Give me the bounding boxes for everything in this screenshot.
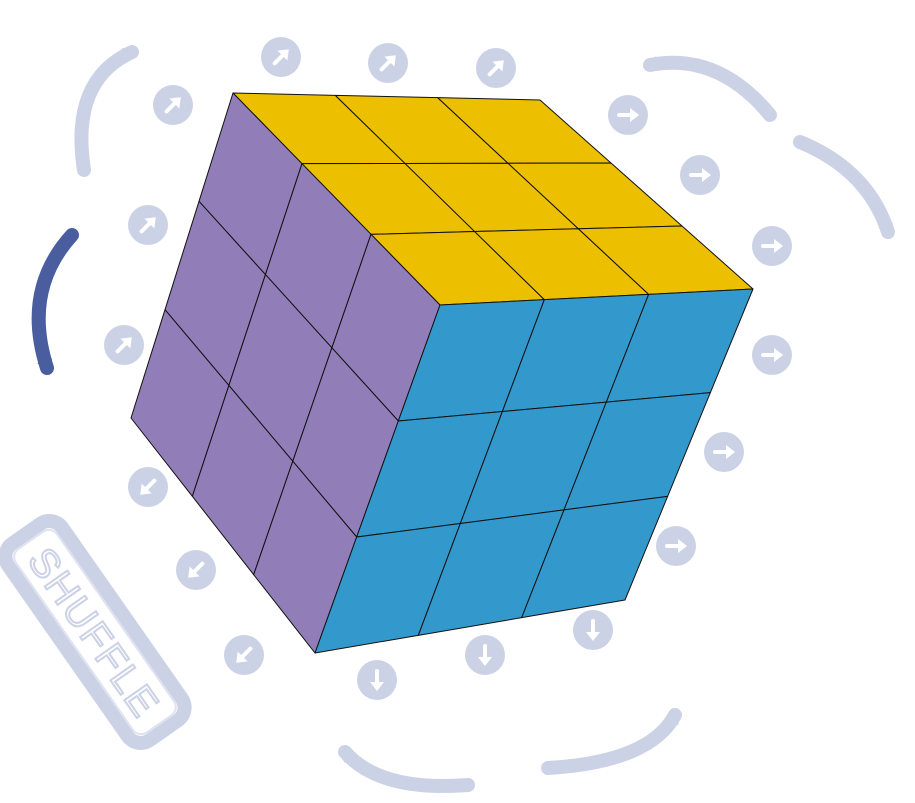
arrow-down-left-button[interactable] (176, 550, 216, 590)
arrow-down-icon (478, 644, 492, 666)
arrow-down-button[interactable] (573, 610, 613, 650)
arrow-right-icon (761, 348, 783, 362)
arrow-up-left-button[interactable] (368, 43, 408, 83)
arrow-up-left-icon (115, 337, 132, 354)
arrow-down-left-icon (236, 646, 253, 663)
arrow-up-left-button[interactable] (104, 325, 144, 365)
rotate-arrow-left-active[interactable] (31, 228, 79, 376)
face-left (130, 92, 441, 654)
arrow-up-left-button[interactable] (128, 205, 168, 245)
arrow-right-button[interactable] (608, 95, 648, 135)
rotate-arrow-top-left[interactable] (74, 45, 140, 177)
arrow-up-left-icon (139, 217, 156, 234)
rotate-arrow-right[interactable] (793, 135, 895, 240)
arrow-right-button[interactable] (704, 432, 744, 472)
arrow-up-left-icon (164, 97, 181, 114)
arrow-down-button[interactable] (465, 635, 505, 675)
arrow-down-button[interactable] (357, 660, 397, 700)
rotate-arrow-bottom-right[interactable] (541, 708, 682, 775)
arrow-right-icon (713, 445, 735, 459)
arrow-right-button[interactable] (656, 526, 696, 566)
shuffle-button[interactable]: SHUFFLE (0, 514, 192, 750)
rotate-arrow-bottom-left[interactable] (338, 745, 475, 794)
arrow-right-button[interactable] (752, 335, 792, 375)
arrow-down-icon (586, 619, 600, 641)
rubiks-cube[interactable] (130, 92, 754, 654)
arrow-up-left-icon (379, 55, 396, 72)
arrow-right-button[interactable] (680, 155, 720, 195)
arrow-down-icon (370, 669, 384, 691)
rotate-arrow-top-right[interactable] (642, 55, 777, 122)
arrow-up-left-button[interactable] (153, 85, 193, 125)
arrow-up-left-button[interactable] (476, 48, 516, 88)
face-top (232, 92, 754, 306)
sticker-right (521, 495, 669, 619)
arrow-up-left-icon (272, 49, 289, 66)
arrow-down-left-icon (140, 478, 157, 495)
arrow-up-left-icon (487, 60, 504, 77)
arrow-right-button[interactable] (752, 226, 792, 266)
arrow-right-icon (689, 168, 711, 182)
arrow-up-left-button[interactable] (261, 37, 301, 77)
arrow-down-left-icon (188, 561, 205, 578)
arrow-right-icon (761, 239, 783, 253)
arrow-down-left-button[interactable] (224, 635, 264, 675)
arrow-down-left-button[interactable] (128, 467, 168, 507)
arrow-right-icon (617, 108, 639, 122)
arrow-right-icon (665, 539, 687, 553)
face-right (314, 288, 754, 654)
